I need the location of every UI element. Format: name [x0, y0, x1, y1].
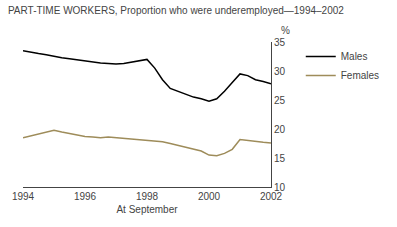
svg-text:10: 10	[274, 182, 286, 193]
svg-text:15: 15	[274, 153, 286, 164]
svg-text:35: 35	[274, 37, 286, 48]
svg-text:1994: 1994	[12, 191, 35, 202]
svg-text:%: %	[281, 25, 290, 36]
svg-text:20: 20	[274, 124, 286, 135]
svg-text:2002: 2002	[260, 191, 283, 202]
svg-text:At September: At September	[116, 204, 178, 215]
svg-text:PART-TIME WORKERS, Proportion: PART-TIME WORKERS, Proportion who were u…	[8, 5, 344, 16]
svg-text:Females: Females	[341, 70, 379, 81]
svg-text:1996: 1996	[74, 191, 97, 202]
svg-text:1998: 1998	[136, 191, 159, 202]
svg-text:2000: 2000	[198, 191, 221, 202]
svg-text:Males: Males	[341, 51, 368, 62]
svg-text:30: 30	[274, 66, 286, 77]
svg-text:25: 25	[274, 95, 286, 106]
